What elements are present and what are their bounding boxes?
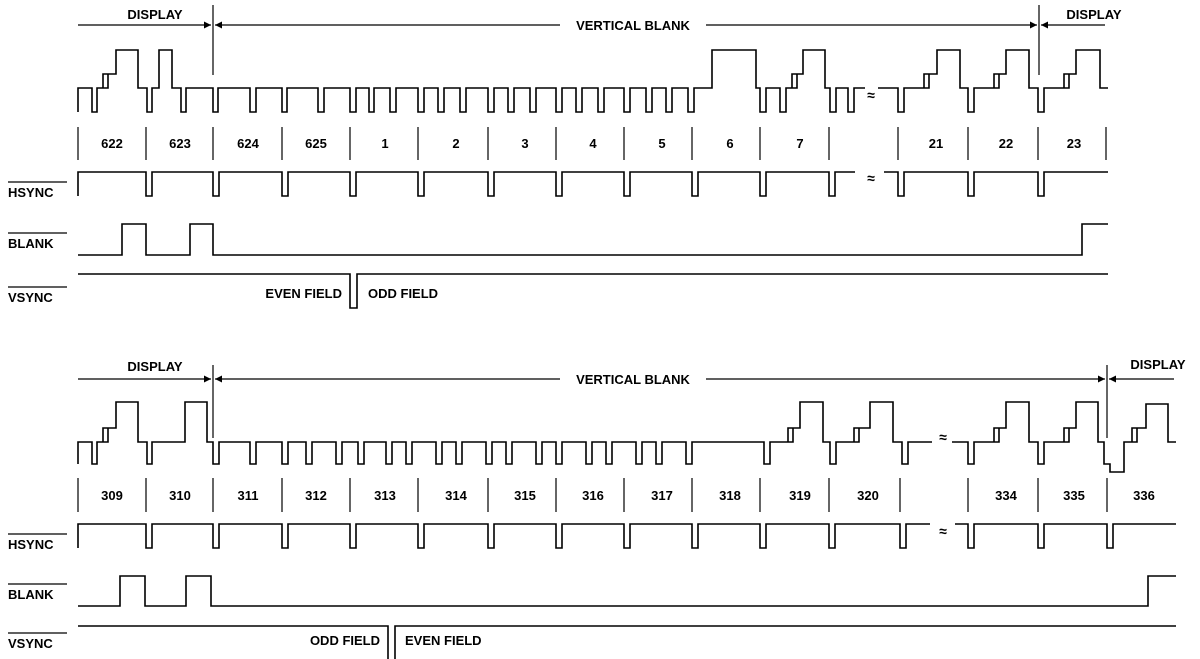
svg-text:≈: ≈ — [867, 170, 875, 186]
top-hsync-waveform — [77, 171, 855, 197]
bottom-display-left-label: DISPLAY — [127, 359, 182, 374]
bottom-line-number: 310 — [169, 488, 191, 503]
top-vsync-waveform — [78, 273, 1108, 309]
bottom-display-right-label: DISPLAY — [1130, 357, 1185, 372]
top-hsync-signal-label: HSYNC — [8, 181, 67, 200]
top-display-left-label: DISPLAY — [127, 7, 182, 22]
bottom-field-after-label: EVEN FIELD — [405, 633, 482, 648]
bottom-hsync-signal-label: HSYNC — [8, 533, 67, 552]
top-blank-waveform — [78, 223, 1108, 256]
svg-text:BLANK: BLANK — [8, 236, 54, 251]
bottom-line-number: 319 — [789, 488, 811, 503]
svg-text:HSYNC: HSYNC — [8, 185, 54, 200]
top-line-number: 5 — [658, 136, 665, 151]
top-line-number: 624 — [237, 136, 259, 151]
top-line-number: 1 — [381, 136, 388, 151]
top-line-number: 7 — [796, 136, 803, 151]
top-vsync-signal-label: VSYNC — [8, 286, 67, 305]
top-line-number: 4 — [589, 136, 597, 151]
bottom-line-number: 315 — [514, 488, 536, 503]
bottom-line-numbers: 309 310 311 312 313 314 315 316 317 318 … — [77, 478, 1155, 512]
top-blank-signal-label: BLANK — [8, 232, 67, 251]
bottom-line-number: 320 — [857, 488, 879, 503]
top-line-number: 22 — [999, 136, 1013, 151]
bottom-field-before-label: ODD FIELD — [310, 633, 380, 648]
svg-text:HSYNC: HSYNC — [8, 537, 54, 552]
bottom-line-number: 312 — [305, 488, 327, 503]
top-display-right-label: DISPLAY — [1066, 7, 1121, 22]
bottom-video-waveform — [77, 401, 932, 465]
svg-text:VSYNC: VSYNC — [8, 636, 53, 651]
top-line-number: 3 — [521, 136, 528, 151]
top-line-number: 21 — [929, 136, 943, 151]
bottom-vertical-blank-label: VERTICAL BLANK — [576, 372, 690, 387]
bottom-blank-signal-label: BLANK — [8, 583, 67, 602]
top-vertical-blank-label: VERTICAL BLANK — [576, 18, 690, 33]
svg-text:VSYNC: VSYNC — [8, 290, 53, 305]
top-field-before-label: EVEN FIELD — [265, 286, 342, 301]
bottom-line-number: 311 — [238, 488, 259, 503]
bottom-line-number: 316 — [582, 488, 604, 503]
bottom-line-number: 318 — [719, 488, 741, 503]
top-line-number: 23 — [1067, 136, 1081, 151]
top-video-waveform — [77, 49, 865, 113]
bottom-line-number: 335 — [1063, 488, 1085, 503]
top-video-break: ≈ — [867, 87, 875, 103]
top-panel: DISPLAY VERTICAL BLANK DISPLAY ≈ 6 — [8, 5, 1133, 309]
bottom-line-number: 336 — [1133, 488, 1155, 503]
top-line-number: 623 — [169, 136, 191, 151]
top-line-number: 6 — [726, 136, 733, 151]
top-line-number: 2 — [452, 136, 459, 151]
bottom-line-number: 317 — [651, 488, 673, 503]
bottom-vsync-waveform — [78, 625, 1176, 659]
bottom-line-number: 334 — [995, 488, 1017, 503]
bottom-line-number: 309 — [101, 488, 123, 503]
top-line-number: 625 — [305, 136, 327, 151]
bottom-line-number: 313 — [374, 488, 396, 503]
bottom-blank-waveform — [78, 575, 1176, 607]
bottom-hsync-waveform — [77, 523, 930, 549]
bottom-video-break: ≈ — [939, 429, 947, 445]
svg-text:≈: ≈ — [939, 523, 947, 539]
bottom-panel: DISPLAY VERTICAL BLANK DISPLAY ≈ 3 — [8, 356, 1196, 659]
svg-text:BLANK: BLANK — [8, 587, 54, 602]
top-line-numbers: 622 623 624 625 1 2 3 4 5 6 7 21 22 23 — [77, 127, 1107, 160]
top-line-number: 622 — [101, 136, 123, 151]
bottom-vsync-signal-label: VSYNC — [8, 632, 67, 651]
bottom-line-number: 314 — [445, 488, 467, 503]
top-field-after-label: ODD FIELD — [368, 286, 438, 301]
